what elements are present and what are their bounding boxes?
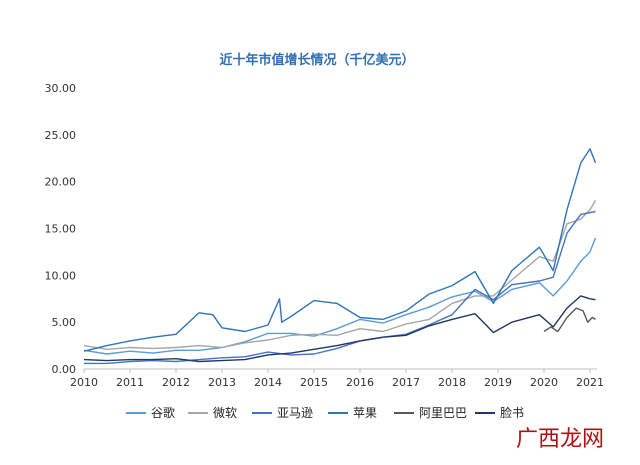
legend-item: 谷歌 (126, 405, 175, 420)
y-tick-label: 5.00 (52, 316, 77, 329)
x-tick-label: 2012 (162, 376, 190, 389)
watermark: 广西龙网 (516, 427, 604, 452)
y-tick-label: 20.00 (45, 176, 77, 189)
x-tick-label: 2017 (392, 376, 420, 389)
x-tick-label: 2019 (484, 376, 512, 389)
legend-item: 亚马逊 (252, 406, 313, 420)
series-line-1 (83, 237, 597, 355)
plot-area (83, 148, 597, 365)
x-tick-label: 2010 (70, 376, 98, 389)
chart-title: 近十年市值增长情况（千亿美元） (219, 52, 414, 68)
series-line-6 (83, 295, 596, 363)
legend-label: 脸书 (500, 406, 524, 420)
x-tick-label: 2021 (576, 376, 604, 389)
x-tick-label: 2011 (116, 376, 144, 389)
x-tick-label: 2016 (346, 376, 374, 389)
x-tick-label: 2014 (254, 376, 282, 389)
series-line-5 (543, 307, 596, 333)
x-tick-label: 2015 (300, 376, 328, 389)
y-tick-label: 10.00 (45, 269, 77, 282)
x-tick-label: 2020 (530, 376, 558, 389)
legend-label: 谷歌 (151, 405, 175, 420)
legend-item: 苹果 (328, 406, 377, 420)
legend-item: 微软 (188, 406, 237, 420)
y-tick-label: 30.00 (45, 82, 77, 95)
y-tick-label: 15.00 (45, 223, 77, 236)
y-tick-label: 0.00 (52, 363, 77, 376)
x-tick-label: 2013 (208, 376, 236, 389)
legend-item: 阿里巴巴 (394, 406, 467, 420)
series-line-2 (83, 200, 597, 350)
legend-label: 微软 (213, 406, 237, 420)
x-tick-label: 2018 (438, 376, 466, 389)
legend-label: 亚马逊 (277, 406, 313, 420)
y-tick-label: 25.00 (45, 129, 77, 142)
legend-label: 阿里巴巴 (419, 406, 467, 420)
legend-item: 脸书 (475, 406, 524, 420)
series-line-4 (83, 148, 597, 352)
axes: 0.00 5.00 10.00 15.00 20.00 25.00 30.00 2010 201… (45, 82, 605, 389)
legend: 谷歌 微软 亚马逊 苹果 阿里巴巴 脸书 (126, 405, 524, 420)
legend-label: 苹果 (353, 406, 377, 420)
